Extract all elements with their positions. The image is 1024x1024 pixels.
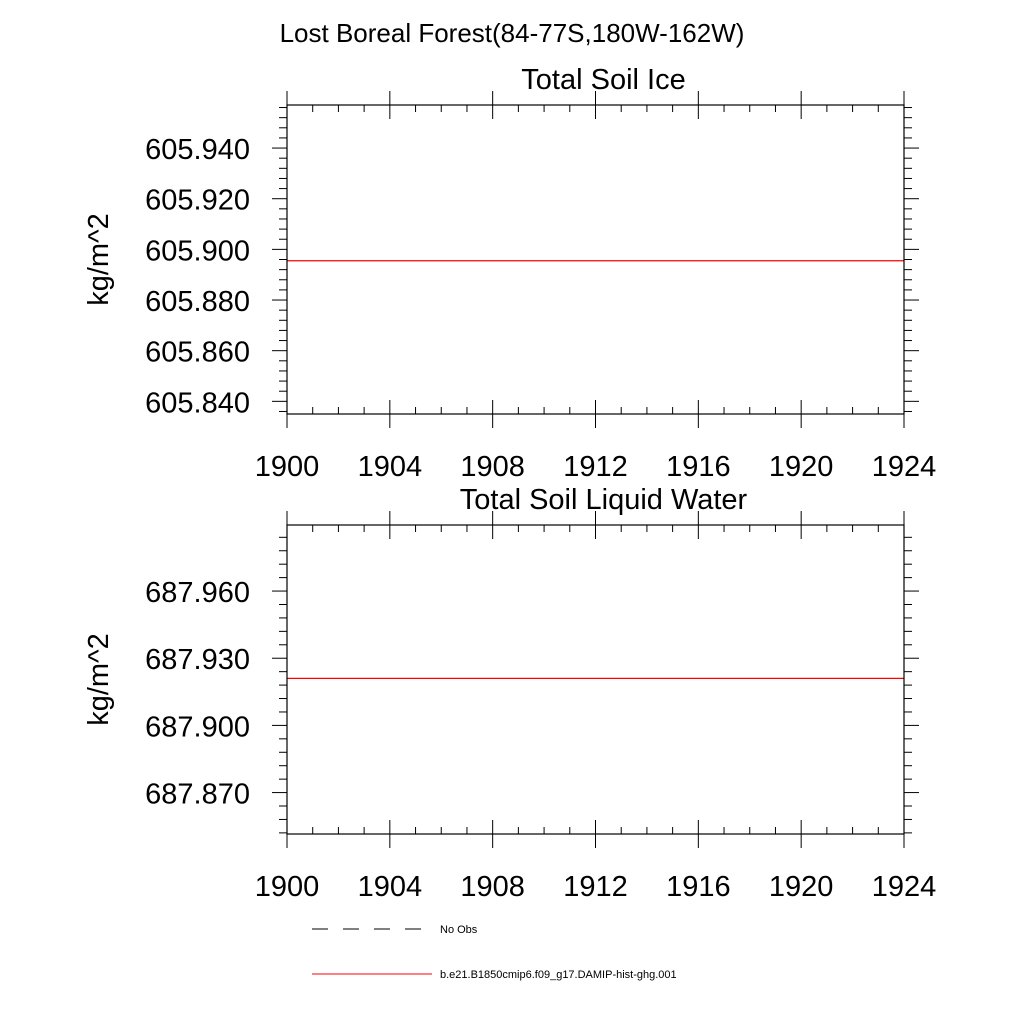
y-tick-label: 605.900 bbox=[145, 235, 250, 267]
y-tick-label: 687.870 bbox=[145, 779, 250, 811]
y-tick-label: 605.860 bbox=[145, 337, 250, 369]
y-tick-label: 605.920 bbox=[145, 185, 250, 217]
chart-panel-1: Total Soil Ice kg/m^2 1900 1904 1908 1912 1916… bbox=[83, 64, 936, 483]
x-tick-label: 1916 bbox=[666, 871, 731, 903]
x-tick-label: 1900 bbox=[255, 871, 320, 903]
y-tick-label: 687.900 bbox=[145, 711, 250, 743]
y-axis-label: kg/m^2 bbox=[83, 213, 115, 306]
chart-title: Total Soil Ice bbox=[521, 64, 685, 96]
x-tick-label: 1916 bbox=[666, 451, 731, 483]
figure-title: Lost Boreal Forest(84-77S,180W-162W) bbox=[280, 18, 745, 48]
x-tick-label: 1908 bbox=[460, 871, 525, 903]
x-tick-label: 1924 bbox=[872, 451, 937, 483]
y-axis-label: kg/m^2 bbox=[83, 633, 115, 726]
y-tick-label: 687.930 bbox=[145, 644, 250, 676]
chart-panel-2: Total Soil Liquid Water kg/m^2 1900 1904 190… bbox=[83, 484, 936, 903]
plot-frame bbox=[286, 104, 905, 415]
x-tick-label: 1924 bbox=[872, 871, 937, 903]
legend: No Obs b.e21.B1850cmip6.f09_g17.DAMIP-his… bbox=[312, 924, 677, 981]
y-tick-label: 605.940 bbox=[145, 134, 250, 166]
legend-label: No Obs bbox=[440, 924, 478, 936]
x-tick-label: 1900 bbox=[255, 451, 320, 483]
x-tick-label: 1912 bbox=[563, 451, 628, 483]
y-tick-label: 605.840 bbox=[145, 387, 250, 419]
x-tick-label: 1908 bbox=[460, 451, 525, 483]
x-tick-label: 1920 bbox=[769, 451, 834, 483]
x-tick-label: 1912 bbox=[563, 871, 628, 903]
y-tick-label: 605.880 bbox=[145, 286, 250, 318]
x-tick-label: 1904 bbox=[358, 871, 423, 903]
chart-title: Total Soil Liquid Water bbox=[460, 484, 748, 516]
plot-frame bbox=[286, 524, 905, 835]
legend-label: b.e21.B1850cmip6.f09_g17.DAMIP-hist-ghg.… bbox=[440, 969, 677, 981]
x-tick-label: 1904 bbox=[358, 451, 423, 483]
y-tick-label: 687.960 bbox=[145, 577, 250, 609]
chart-panels: Total Soil Ice kg/m^2 1900 1904 1908 1912 1916… bbox=[83, 64, 936, 903]
x-tick-label: 1920 bbox=[769, 871, 834, 903]
